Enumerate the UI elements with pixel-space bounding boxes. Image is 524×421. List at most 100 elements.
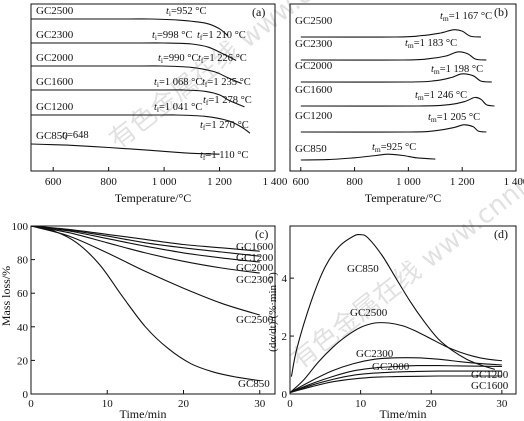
annotation-subscript: i [155,33,157,42]
panel-a-xtick-label-2: 1 000 [152,176,177,188]
annotation-value: =952 °C [171,6,207,17]
panel-a-annotation-10: ti=648 [62,130,89,142]
panel-a-curves [30,18,251,155]
panel-d-xtick-label-2: 20 [426,398,438,410]
panel-d-curve-gc2500 [289,322,502,394]
panel-c-curve-gc2000 [30,225,260,263]
panel-d-xtick-label-1: 10 [355,398,367,410]
panel-a-label-gc1600: GC1600 [36,76,74,88]
annotation-value: =1 068 °C [159,77,202,88]
panel-b-label-gc1200: GC1200 [295,110,333,122]
panel-a-curve-gc850 [30,143,220,155]
annotation-symbol: t [440,11,444,22]
panel-a-label-gc850: GC850 [36,130,68,142]
panel-a-frame [30,3,276,172]
panel-d-ytick-label-2: 4 [282,273,288,285]
panel-b-label-gc2500: GC2500 [295,15,333,27]
annotation-subscript: m [434,67,440,76]
annotation-value: =925 °C [381,142,417,153]
panel-c: (c) Time/min Mass loss/% 0 10 20 30 0 20 40 60 8… [0,221,276,421]
annotation-symbol: t [203,95,207,106]
panel-a-annotation-1: ti=998 °C [152,30,193,42]
panel-c-curve-gc850 [30,225,260,382]
annotation-value: =990 °C [163,53,199,64]
annotation-value: =1 167 °C [449,11,492,22]
annotation-symbol: t [372,142,376,153]
panel-a: (a) Temperature/°C 600 800 1 000 1 200 1 400… [30,3,288,205]
panel-d-label-gc2000: GC2000 [372,361,410,373]
panel-c-curve-gc1600 [30,225,260,252]
panel-b-xlabel: Temperature/°C [365,191,442,205]
annotation-symbol: t [62,130,66,141]
panel-d-label-gc1200: GC1200 [471,369,509,381]
panel-a-label-gc1200: GC1200 [36,101,74,113]
panel-b-label-gc2000: GC2000 [295,60,333,72]
annotation-symbol: t [415,90,419,101]
panel-b: (b) Temperature/°C 600 800 1 000 1 200 1 400… [289,3,524,205]
panel-a-annotation-2: tf=1 210 °C [197,30,246,42]
panel-c-curve-gc2300 [30,225,260,274]
annotation-subscript: m [431,115,437,124]
panel-b-xtick-label-2: 1 000 [396,176,421,188]
annotation-value: =1 110 °C [205,150,248,161]
panel-b-label-gc2300: GC2300 [295,38,333,50]
panel-a-label-gc2000: GC2000 [36,52,74,64]
panel-a-xtick-label-1: 800 [100,176,117,188]
panel-a-xlabel: Temperature/°C [115,191,192,205]
annotation-value: =1 205 °C [437,112,480,123]
panel-b-label-gc1600: GC1600 [295,84,333,96]
panel-a-annotation-9: tf=1 270 °C [200,120,249,132]
panel-d-label-gc2300: GC2300 [356,348,394,360]
panel-a-annotation-3: ti=990 °C [158,53,199,65]
panel-d-curve-gc850 [290,233,495,377]
panel-d-curve-gc1600 [289,375,502,394]
annotation-subscript: f [203,153,206,162]
annotation-subscript: f [201,56,204,65]
annotation-symbol: t [158,53,162,64]
annotation-symbol: t [197,30,201,41]
panel-c-label-gc1600: GC1600 [236,241,274,253]
annotation-value: =1 210 °C [202,30,245,41]
annotation-subscript: i [157,105,159,114]
panel-d-curves [289,233,502,394]
panel-b-annotation-3: tm=1 246 °C [415,90,467,102]
panel-c-ytick-label-2: 40 [17,322,29,334]
panel-a-curve-gc1200 [30,114,251,134]
annotation-subscript: m [443,14,449,23]
panel-a-xtick-label-3: 1 200 [207,176,232,188]
panel-a-label-gc2300: GC2300 [36,29,74,41]
panel-a-annotation-7: ti=1 041 °C [154,102,202,114]
panel-d-label: (d) [494,227,508,241]
annotation-symbol: t [166,6,170,17]
annotation-symbol: t [200,150,204,161]
panel-b-label-gc850: GC850 [295,143,327,155]
panel-c-label-gc2500: GC2500 [236,314,274,326]
panel-d-xtick-label-3: 30 [496,398,508,410]
panel-b-curve-gc2500 [300,29,482,38]
panel-b-annotations: tm=1 167 °Ctm=1 183 °Ctm=1 198 °Ctm=1 24… [372,11,492,154]
panel-a-label-gc2500: GC2500 [36,5,74,17]
panel-c-xtick-label-3: 30 [254,398,266,410]
panel-d-curve-gc1200 [289,370,502,394]
panel-b-curve-gc2300 [300,51,487,61]
panel-d-label-gc1600: GC1600 [471,380,509,392]
annotation-value: =1 198 °C [440,64,483,75]
panel-b-label: (b) [494,5,508,19]
panel-d-label-gc850: GC850 [347,263,379,275]
panel-a-curve-gc1600 [31,89,245,108]
panel-d-ytick-label-1: 2 [282,331,288,343]
annotation-symbol: t [154,77,158,88]
annotation-symbol: t [200,120,204,131]
panel-b-series-labels: GC2500 GC2300 GC2000 GC1600 GC1200 GC850 [295,15,333,155]
panel-d-ylabel: (dα/dt)/(%·min⁻¹) [267,272,279,352]
annotation-value: =1 270 °C [205,120,248,131]
panel-d: (d) Time/min (dα/dt)/(%·min⁻¹) 0 10 20 30 0 2… [267,225,517,421]
annotation-subscript: f [206,98,209,107]
panel-b-curve-gc1600 [300,96,495,107]
panel-c-label-gc850: GC850 [238,378,270,390]
panel-c-ytick-label-5: 100 [12,221,29,233]
panel-b-frame [289,3,517,172]
panel-b-annotation-4: tm=1 205 °C [428,112,480,124]
